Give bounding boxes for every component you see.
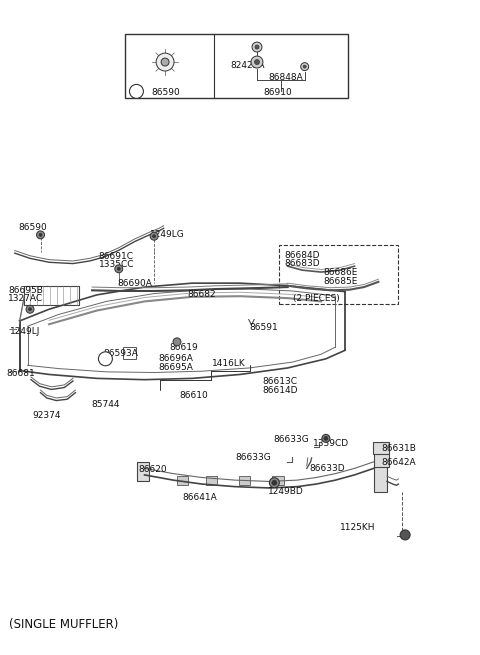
Circle shape <box>255 45 259 49</box>
Text: 1339CD: 1339CD <box>312 439 348 448</box>
Circle shape <box>117 267 120 271</box>
Circle shape <box>254 60 260 65</box>
Circle shape <box>251 56 263 68</box>
Text: 86590: 86590 <box>18 223 47 233</box>
Circle shape <box>36 231 45 239</box>
Text: 86642A: 86642A <box>381 458 416 467</box>
Text: 86633G: 86633G <box>274 435 309 444</box>
Text: 86683D: 86683D <box>284 259 320 268</box>
Text: 86910: 86910 <box>263 88 292 97</box>
Bar <box>123 347 136 359</box>
Circle shape <box>252 42 262 52</box>
Bar <box>205 476 217 485</box>
Bar <box>273 476 284 485</box>
Circle shape <box>269 477 279 488</box>
Text: 1249LG: 1249LG <box>150 231 185 239</box>
Text: 86695B: 86695B <box>8 286 43 295</box>
Text: 1335CC: 1335CC <box>99 261 134 269</box>
Text: 86684D: 86684D <box>284 251 320 259</box>
Text: 1249BD: 1249BD <box>268 487 303 496</box>
Text: 1125KH: 1125KH <box>340 523 376 532</box>
Text: 86696A: 86696A <box>158 354 193 363</box>
Circle shape <box>303 65 306 68</box>
Bar <box>372 441 389 454</box>
Text: 92374: 92374 <box>33 411 61 420</box>
Text: 86685E: 86685E <box>323 277 358 286</box>
Text: 82423A: 82423A <box>230 61 265 70</box>
Circle shape <box>324 436 328 440</box>
Text: 86590: 86590 <box>152 88 180 97</box>
Circle shape <box>322 434 330 442</box>
Circle shape <box>301 63 309 71</box>
Text: 86613C: 86613C <box>263 377 298 386</box>
Bar <box>373 453 389 467</box>
Circle shape <box>39 233 42 236</box>
Text: 86848A: 86848A <box>269 73 303 81</box>
Text: 86691C: 86691C <box>99 252 134 261</box>
Text: 86682: 86682 <box>188 290 216 299</box>
Bar <box>137 462 149 481</box>
Circle shape <box>130 84 144 98</box>
Text: 86591: 86591 <box>250 323 278 332</box>
Text: (2 PIECES): (2 PIECES) <box>293 293 340 303</box>
Text: 86620: 86620 <box>139 465 168 474</box>
Text: 86614D: 86614D <box>263 386 298 395</box>
Circle shape <box>26 305 34 313</box>
Text: 1416LK: 1416LK <box>212 359 246 368</box>
Text: 86690A: 86690A <box>117 278 152 288</box>
Text: (SINGLE MUFFLER): (SINGLE MUFFLER) <box>9 618 119 631</box>
Circle shape <box>400 530 410 540</box>
Text: 86686E: 86686E <box>323 267 358 276</box>
Circle shape <box>150 233 158 240</box>
Text: 1249LJ: 1249LJ <box>10 327 40 336</box>
Circle shape <box>28 308 32 310</box>
Text: a: a <box>134 87 139 96</box>
Text: 86610: 86610 <box>180 392 209 400</box>
Bar <box>239 476 251 485</box>
Circle shape <box>115 265 123 272</box>
Text: 1327AC: 1327AC <box>8 294 43 303</box>
Bar <box>177 476 189 485</box>
Bar <box>124 34 348 98</box>
Circle shape <box>156 53 174 71</box>
Circle shape <box>173 338 181 346</box>
Text: a: a <box>103 354 108 364</box>
Text: 86681: 86681 <box>6 369 35 378</box>
Text: 86619: 86619 <box>169 343 198 352</box>
Text: 86633G: 86633G <box>235 453 271 462</box>
Text: 86695A: 86695A <box>158 364 193 373</box>
Text: 85744: 85744 <box>91 400 120 409</box>
Circle shape <box>153 234 156 238</box>
Circle shape <box>161 58 169 66</box>
Circle shape <box>272 480 277 485</box>
Text: 86631B: 86631B <box>381 443 416 453</box>
Text: 86633D: 86633D <box>310 464 345 473</box>
Text: 86641A: 86641A <box>183 493 217 502</box>
Text: 86593A: 86593A <box>104 349 138 358</box>
Bar <box>373 466 387 492</box>
Bar <box>279 246 398 304</box>
Circle shape <box>98 352 112 365</box>
